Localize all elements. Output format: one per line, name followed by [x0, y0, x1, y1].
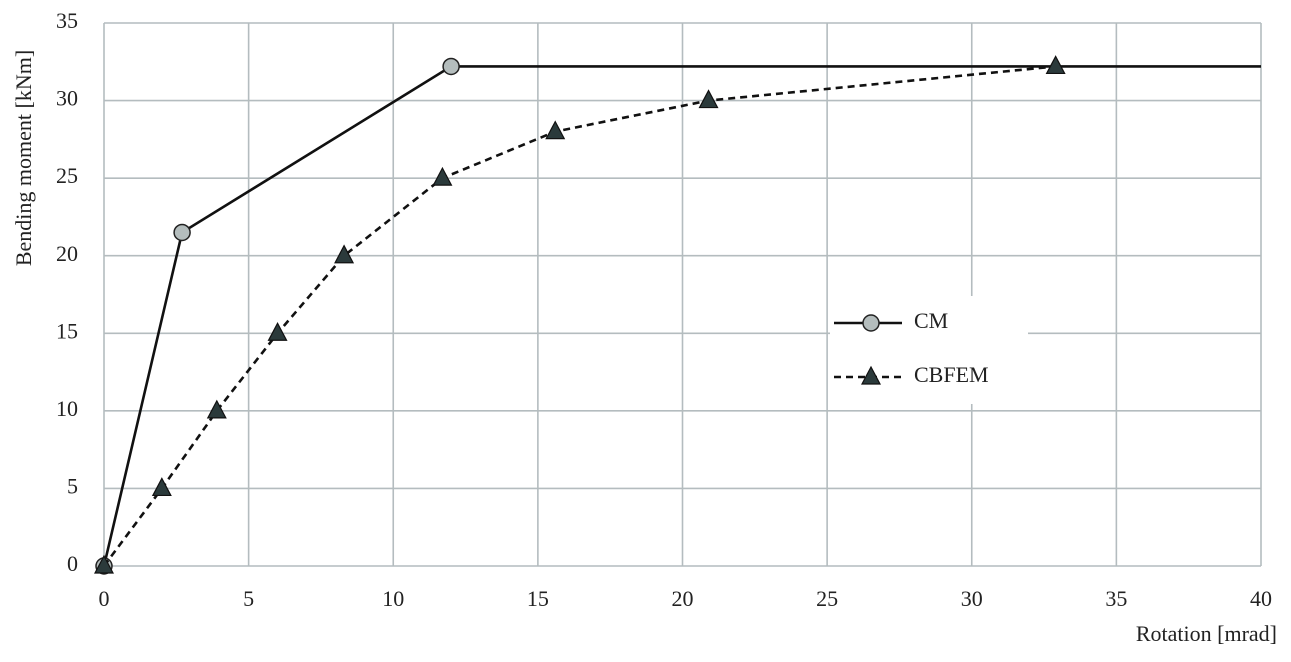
y-tick-label: 10 — [56, 396, 78, 421]
data-point — [442, 57, 460, 76]
x-tick-label: 35 — [1105, 586, 1127, 611]
data-point — [432, 166, 453, 186]
x-tick-label: 0 — [99, 586, 110, 611]
x-tick-label: 30 — [961, 586, 983, 611]
x-tick-label: 5 — [243, 586, 254, 611]
x-axis-label: Rotation [mrad] — [1136, 621, 1277, 646]
y-tick-label: 20 — [56, 241, 78, 266]
x-tick-label: 15 — [527, 586, 549, 611]
x-tick-label: 40 — [1250, 586, 1272, 611]
y-tick-label: 30 — [56, 86, 78, 111]
legend-label: CBFEM — [914, 362, 989, 387]
x-tick-label: 25 — [816, 586, 838, 611]
data-point — [267, 322, 288, 341]
legend-marker — [862, 314, 880, 332]
y-tick-label: 0 — [67, 551, 78, 576]
y-axis-label: Bending moment [kNm] — [11, 50, 36, 266]
legend-marker — [861, 365, 881, 385]
data-point — [151, 477, 172, 497]
y-tick-label: 5 — [67, 473, 78, 498]
data-point — [545, 120, 566, 140]
data-point — [94, 554, 114, 574]
series-line — [102, 65, 1056, 567]
data-point — [206, 399, 227, 419]
x-tick-label: 10 — [382, 586, 404, 611]
y-tick-label: 35 — [56, 8, 78, 33]
data-point — [1045, 55, 1066, 75]
series-line — [102, 65, 1261, 567]
y-tick-label: 25 — [56, 163, 78, 188]
x-tick-label: 20 — [672, 586, 694, 611]
data-point — [334, 244, 355, 264]
data-point — [698, 89, 719, 109]
legend-box — [830, 296, 1028, 404]
y-tick-label: 15 — [56, 318, 78, 343]
legend-label: CM — [914, 308, 948, 333]
data-point — [173, 223, 191, 242]
